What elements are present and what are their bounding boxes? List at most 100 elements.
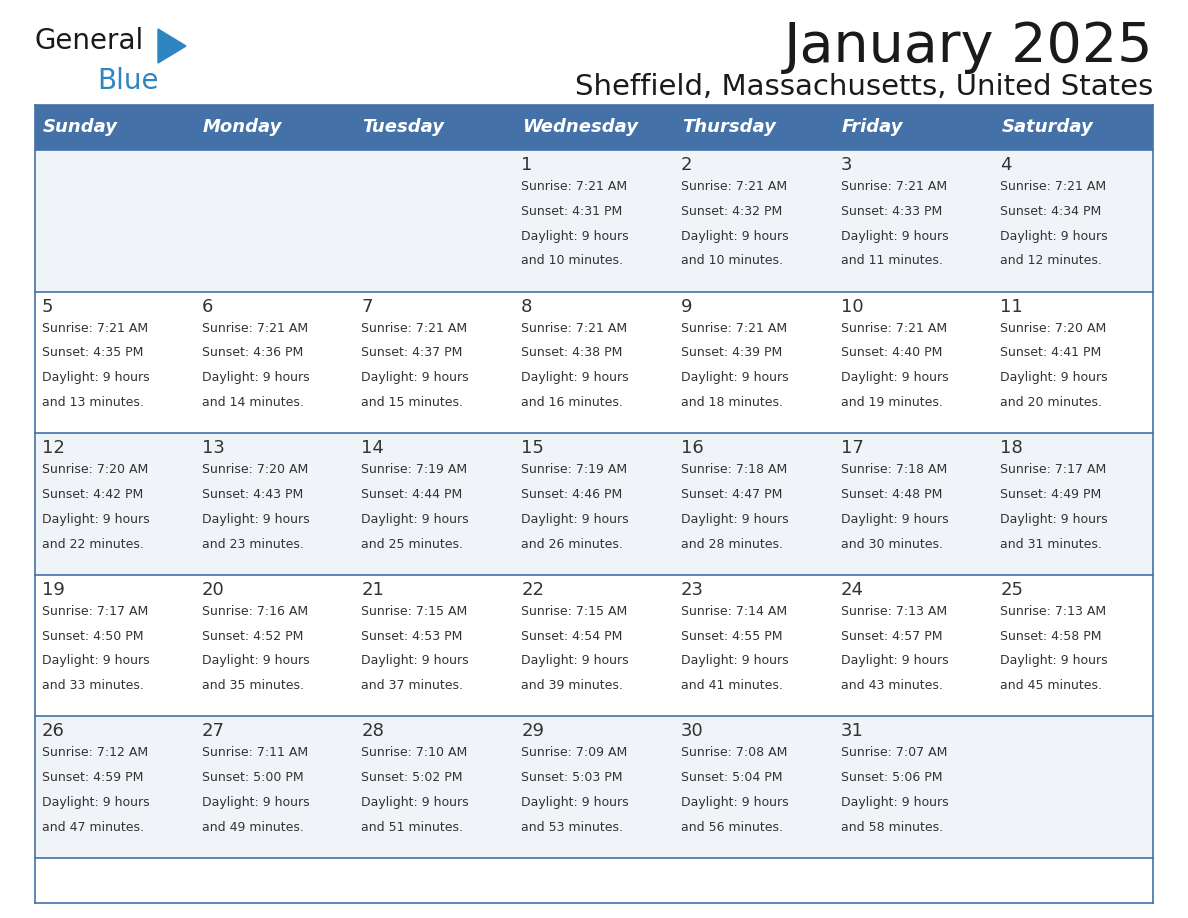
Text: and 11 minutes.: and 11 minutes. — [841, 254, 942, 267]
Text: Sunset: 4:31 PM: Sunset: 4:31 PM — [522, 205, 623, 218]
Text: 13: 13 — [202, 439, 225, 457]
Text: Friday: Friday — [841, 118, 903, 137]
Bar — [834, 433, 993, 575]
Text: and 18 minutes.: and 18 minutes. — [681, 396, 783, 409]
Text: 30: 30 — [681, 722, 703, 741]
Text: Sunrise: 7:11 AM: Sunrise: 7:11 AM — [202, 746, 308, 759]
Text: 24: 24 — [841, 581, 864, 599]
Text: Sunrise: 7:17 AM: Sunrise: 7:17 AM — [42, 605, 148, 618]
Text: and 47 minutes.: and 47 minutes. — [42, 821, 144, 834]
Text: 19: 19 — [42, 581, 65, 599]
Text: Sunset: 4:55 PM: Sunset: 4:55 PM — [681, 630, 783, 643]
Text: 29: 29 — [522, 722, 544, 741]
Text: Sunset: 4:53 PM: Sunset: 4:53 PM — [361, 630, 463, 643]
Bar — [674, 150, 834, 292]
Bar — [674, 433, 834, 575]
Text: 6: 6 — [202, 297, 213, 316]
Text: and 19 minutes.: and 19 minutes. — [841, 396, 942, 409]
Text: Sunset: 4:52 PM: Sunset: 4:52 PM — [202, 630, 303, 643]
Bar — [993, 433, 1154, 575]
Text: 9: 9 — [681, 297, 693, 316]
Text: and 37 minutes.: and 37 minutes. — [361, 679, 463, 692]
Text: Daylight: 9 hours: Daylight: 9 hours — [681, 513, 789, 526]
Bar — [195, 433, 354, 575]
Bar — [993, 150, 1154, 292]
Bar — [195, 716, 354, 858]
Text: Sunset: 4:41 PM: Sunset: 4:41 PM — [1000, 346, 1101, 359]
Bar — [354, 105, 514, 150]
Text: Daylight: 9 hours: Daylight: 9 hours — [522, 230, 628, 242]
Bar — [993, 105, 1154, 150]
Text: Sunset: 4:46 PM: Sunset: 4:46 PM — [522, 488, 623, 501]
Text: 26: 26 — [42, 722, 65, 741]
Text: 3: 3 — [841, 156, 852, 174]
Text: and 43 minutes.: and 43 minutes. — [841, 679, 942, 692]
Text: Daylight: 9 hours: Daylight: 9 hours — [42, 655, 150, 667]
Text: 2: 2 — [681, 156, 693, 174]
Text: and 10 minutes.: and 10 minutes. — [681, 254, 783, 267]
Text: Blue: Blue — [97, 67, 158, 95]
Text: Sunrise: 7:13 AM: Sunrise: 7:13 AM — [1000, 605, 1106, 618]
Bar — [514, 150, 674, 292]
Text: and 39 minutes.: and 39 minutes. — [522, 679, 623, 692]
Text: Daylight: 9 hours: Daylight: 9 hours — [522, 371, 628, 384]
Text: Daylight: 9 hours: Daylight: 9 hours — [1000, 371, 1108, 384]
Text: 25: 25 — [1000, 581, 1023, 599]
Text: Sunset: 4:39 PM: Sunset: 4:39 PM — [681, 346, 782, 359]
Text: Thursday: Thursday — [682, 118, 776, 137]
Text: Sunrise: 7:21 AM: Sunrise: 7:21 AM — [841, 321, 947, 334]
Text: Sunset: 4:34 PM: Sunset: 4:34 PM — [1000, 205, 1101, 218]
Text: Sunrise: 7:09 AM: Sunrise: 7:09 AM — [522, 746, 627, 759]
Bar — [993, 716, 1154, 858]
Text: Sunrise: 7:15 AM: Sunrise: 7:15 AM — [522, 605, 627, 618]
Text: Daylight: 9 hours: Daylight: 9 hours — [202, 655, 309, 667]
Text: Sunset: 4:32 PM: Sunset: 4:32 PM — [681, 205, 782, 218]
Text: and 13 minutes.: and 13 minutes. — [42, 396, 144, 409]
Text: 4: 4 — [1000, 156, 1012, 174]
Text: Sunrise: 7:16 AM: Sunrise: 7:16 AM — [202, 605, 308, 618]
Text: Daylight: 9 hours: Daylight: 9 hours — [361, 655, 469, 667]
Bar — [354, 292, 514, 433]
Text: Sunrise: 7:21 AM: Sunrise: 7:21 AM — [681, 321, 786, 334]
Text: Sunset: 4:54 PM: Sunset: 4:54 PM — [522, 630, 623, 643]
Text: Daylight: 9 hours: Daylight: 9 hours — [1000, 230, 1108, 242]
Text: Daylight: 9 hours: Daylight: 9 hours — [1000, 513, 1108, 526]
Text: 21: 21 — [361, 581, 384, 599]
Text: Sunrise: 7:21 AM: Sunrise: 7:21 AM — [361, 321, 468, 334]
Text: and 16 minutes.: and 16 minutes. — [522, 396, 623, 409]
Text: Daylight: 9 hours: Daylight: 9 hours — [202, 513, 309, 526]
Text: Daylight: 9 hours: Daylight: 9 hours — [361, 371, 469, 384]
Text: Sunrise: 7:14 AM: Sunrise: 7:14 AM — [681, 605, 786, 618]
Text: Sunrise: 7:21 AM: Sunrise: 7:21 AM — [1000, 180, 1106, 193]
Text: Daylight: 9 hours: Daylight: 9 hours — [42, 371, 150, 384]
Text: 31: 31 — [841, 722, 864, 741]
Bar — [993, 575, 1154, 716]
Text: Sunrise: 7:12 AM: Sunrise: 7:12 AM — [42, 746, 148, 759]
Bar — [195, 105, 354, 150]
Text: Sunrise: 7:07 AM: Sunrise: 7:07 AM — [841, 746, 947, 759]
Bar — [993, 292, 1154, 433]
Bar — [195, 575, 354, 716]
Text: Sunset: 4:49 PM: Sunset: 4:49 PM — [1000, 488, 1101, 501]
Text: General: General — [34, 27, 144, 55]
Text: Sunset: 5:03 PM: Sunset: 5:03 PM — [522, 771, 623, 784]
Text: and 33 minutes.: and 33 minutes. — [42, 679, 144, 692]
Text: Sunset: 4:37 PM: Sunset: 4:37 PM — [361, 346, 463, 359]
Text: Daylight: 9 hours: Daylight: 9 hours — [681, 371, 789, 384]
Text: 28: 28 — [361, 722, 384, 741]
Text: Sunset: 4:33 PM: Sunset: 4:33 PM — [841, 205, 942, 218]
Text: and 45 minutes.: and 45 minutes. — [1000, 679, 1102, 692]
Text: 22: 22 — [522, 581, 544, 599]
Text: and 56 minutes.: and 56 minutes. — [681, 821, 783, 834]
Bar — [674, 105, 834, 150]
Bar — [195, 150, 354, 292]
Text: Sunrise: 7:18 AM: Sunrise: 7:18 AM — [841, 464, 947, 476]
Text: Sunset: 4:47 PM: Sunset: 4:47 PM — [681, 488, 782, 501]
Text: and 53 minutes.: and 53 minutes. — [522, 821, 624, 834]
Text: Sunset: 4:35 PM: Sunset: 4:35 PM — [42, 346, 144, 359]
Bar — [354, 716, 514, 858]
Text: Sunset: 4:43 PM: Sunset: 4:43 PM — [202, 488, 303, 501]
Text: and 49 minutes.: and 49 minutes. — [202, 821, 304, 834]
Text: Daylight: 9 hours: Daylight: 9 hours — [42, 796, 150, 809]
Text: 20: 20 — [202, 581, 225, 599]
